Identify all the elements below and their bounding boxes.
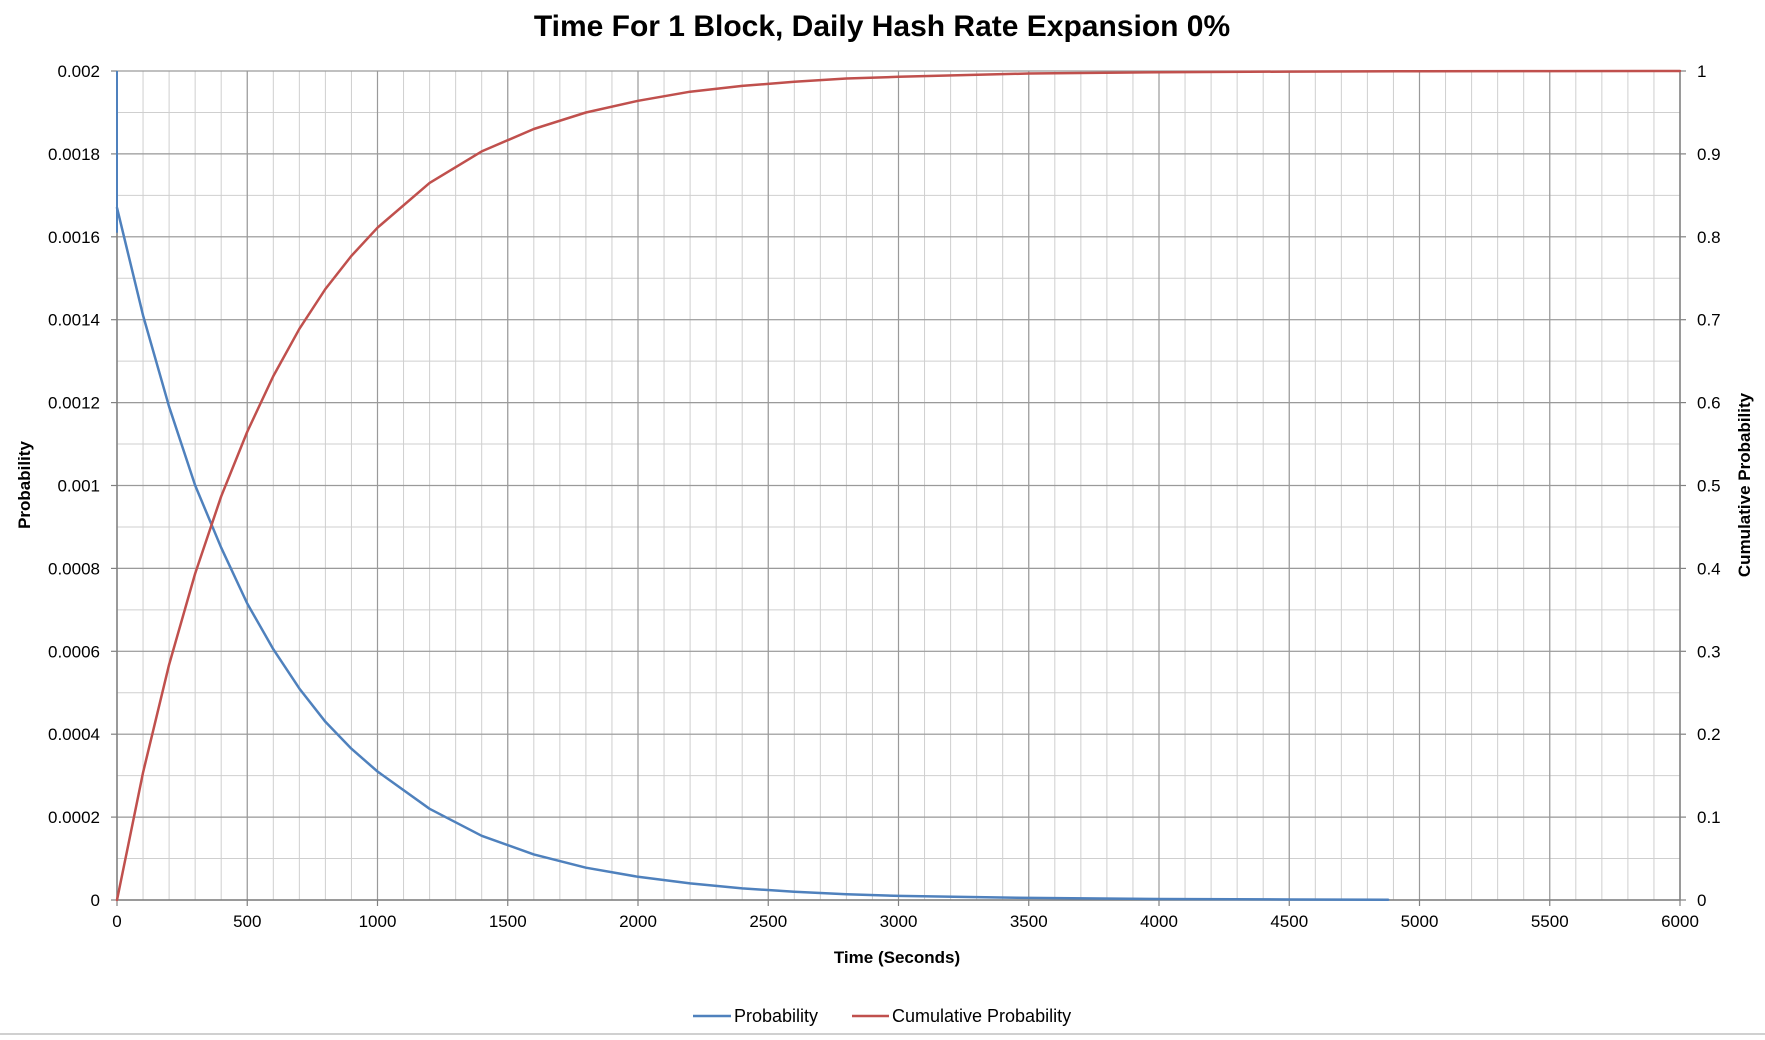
y2-tick-label: 0 [1697, 891, 1706, 910]
legend-label-cumulative-probability: Cumulative Probability [892, 1006, 1071, 1026]
series-layer [115, 69, 1682, 902]
y2-tick-label: 0.9 [1697, 145, 1721, 164]
y2-tick-label: 0.4 [1697, 559, 1721, 578]
series-line-cumulative-probability [115, 69, 1682, 902]
y-tick-label: 0.0006 [48, 642, 100, 661]
y2-tick-label: 0.3 [1697, 642, 1721, 661]
x-tick-label: 5500 [1531, 912, 1569, 931]
y-tick-label: 0.0016 [48, 228, 100, 247]
y-tick-label: 0 [91, 891, 100, 910]
x-tick-label: 2000 [619, 912, 657, 931]
y2-axis-ticks: 0 0.1 0.2 0.3 0.4 0.5 0.6 0.7 0.8 0.9 1 [1680, 62, 1721, 910]
y-tick-label: 0.0018 [48, 145, 100, 164]
y-axis-title: Probability [15, 441, 34, 529]
y-tick-label: 0.0002 [48, 808, 100, 827]
x-tick-label: 1500 [489, 912, 527, 931]
x-tick-label: 0 [112, 912, 121, 931]
y-axis-ticks: 0 0.0002 0.0004 0.0006 0.0008 0.001 0.0012 0.00… [48, 62, 117, 910]
x-tick-label: 500 [233, 912, 261, 931]
y-tick-label: 0.002 [57, 62, 100, 81]
y-tick-label: 0.0004 [48, 725, 100, 744]
bottom-border [0, 1033, 1765, 1035]
y2-tick-label: 0.7 [1697, 311, 1721, 330]
x-axis-title: Time (Seconds) [834, 948, 960, 967]
x-tick-label: 4000 [1140, 912, 1178, 931]
y2-tick-label: 0.1 [1697, 808, 1721, 827]
y2-tick-label: 0.6 [1697, 394, 1721, 413]
y-tick-label: 0.0008 [48, 559, 100, 578]
legend: Probability Cumulative Probability [693, 1006, 1071, 1026]
x-tick-label: 6000 [1661, 912, 1699, 931]
y-tick-label: 0.001 [57, 477, 100, 496]
y2-tick-label: 0.2 [1697, 725, 1721, 744]
x-tick-label: 5000 [1401, 912, 1439, 931]
y-tick-label: 0.0014 [48, 311, 100, 330]
series-line-probability [115, 206, 1390, 902]
y2-tick-label: 0.8 [1697, 228, 1721, 247]
x-tick-label: 1000 [359, 912, 397, 931]
x-tick-label: 3500 [1010, 912, 1048, 931]
x-tick-label: 2500 [749, 912, 787, 931]
y2-tick-label: 0.5 [1697, 477, 1721, 496]
chart-title: Time For 1 Block, Daily Hash Rate Expans… [534, 10, 1230, 43]
y2-axis-title: Cumulative Probability [1735, 392, 1754, 577]
x-tick-label: 3000 [880, 912, 918, 931]
x-axis-ticks: 0 500 1000 1500 2000 2500 3000 3500 4000 4500 5000… [112, 900, 1699, 931]
y2-tick-label: 1 [1697, 62, 1706, 81]
legend-label-probability: Probability [734, 1006, 818, 1026]
y-tick-label: 0.0012 [48, 394, 100, 413]
x-tick-label: 4500 [1270, 912, 1308, 931]
